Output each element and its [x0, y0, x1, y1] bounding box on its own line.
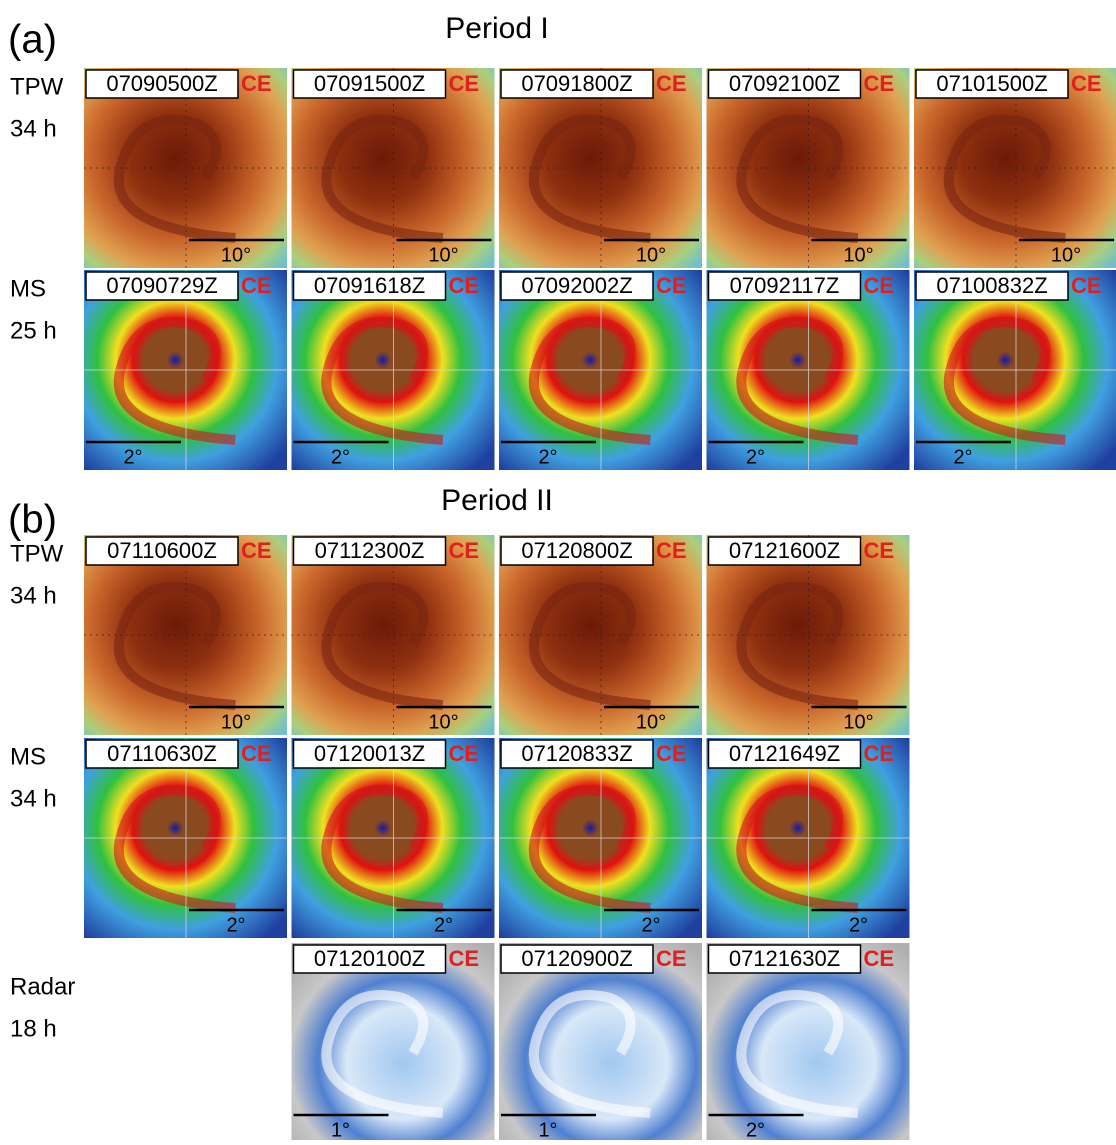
image-panel: 07120800Z CE 10° [499, 535, 702, 735]
section-label: (a) [8, 18, 57, 62]
scale-label: 10° [843, 711, 873, 733]
time-label: 07112300Z [315, 538, 425, 563]
tag-label: CE [241, 71, 272, 96]
time-label: 07091500Z [314, 71, 425, 96]
time-label: 07091800Z [521, 71, 632, 96]
time-label: 07120013Z [314, 741, 425, 766]
section-title: Period I [445, 12, 548, 45]
tag-label: CE [449, 741, 480, 766]
row-name: MS [10, 275, 46, 302]
row-duration: 18 h [10, 1015, 57, 1042]
section-label: (b) [8, 498, 57, 542]
image-panel: 07110600Z CE 10° [84, 535, 287, 735]
image-panel: 07092117Z CE 2° [707, 270, 910, 470]
tag-label: CE [1071, 273, 1102, 298]
tag-label: CE [241, 273, 272, 298]
row-name: TPW [10, 540, 64, 567]
time-label: 07092002Z [521, 273, 632, 298]
row-name: MS [10, 743, 46, 770]
time-label: 07121630Z [729, 946, 840, 971]
scale-label: 2° [123, 446, 142, 468]
scale-label: 10° [636, 711, 666, 733]
time-label: 07120900Z [521, 946, 632, 971]
tag-label: CE [241, 741, 272, 766]
image-panel: 07092100Z CE 10° [707, 68, 910, 268]
time-label: 07091618Z [314, 273, 425, 298]
time-label: 07110630Z [107, 741, 217, 766]
tag-label: CE [864, 71, 895, 96]
image-panel: 07112300Z CE 10° [292, 535, 495, 735]
scale-label: 10° [428, 244, 458, 266]
row-duration: 25 h [10, 317, 57, 344]
scale-label: 10° [221, 244, 251, 266]
row-duration: 34 h [10, 785, 57, 812]
tag-label: CE [449, 538, 480, 563]
time-label: 07121649Z [729, 741, 840, 766]
time-label: 07120800Z [521, 538, 632, 563]
scale-label: 2° [434, 914, 453, 936]
scale-label: 2° [746, 1119, 765, 1140]
image-panel: 07121630Z CE 2° [707, 943, 910, 1140]
section-title: Period II [441, 484, 553, 517]
image-panel: 07110630Z CE 2° [84, 738, 287, 938]
tag-label: CE [656, 71, 687, 96]
time-label: 07090500Z [106, 71, 217, 96]
time-label: 07090729Z [106, 273, 217, 298]
tag-label: CE [656, 946, 687, 971]
tag-label: CE [656, 741, 687, 766]
image-panel: 07091800Z CE 10° [499, 68, 702, 268]
scale-label: 10° [221, 711, 251, 733]
tag-label: CE [656, 273, 687, 298]
scale-label: 2° [746, 446, 765, 468]
image-panel: 07090729Z CE 2° [84, 270, 287, 470]
row-name: Radar [10, 973, 75, 1000]
time-label: 07101500Z [936, 71, 1047, 96]
time-label: 07092117Z [730, 273, 840, 298]
image-panel: 07100832Z CE 2° [914, 270, 1116, 470]
image-panel: 07121649Z CE 2° [707, 738, 910, 938]
row-name: TPW [10, 73, 64, 100]
row-duration: 34 h [10, 115, 57, 142]
row-duration: 34 h [10, 582, 57, 609]
time-label: 07120833Z [521, 741, 632, 766]
scale-label: 1° [538, 1119, 557, 1140]
tag-label: CE [1071, 71, 1102, 96]
scale-label: 10° [843, 244, 873, 266]
scale-label: 1° [331, 1119, 350, 1140]
image-panel: 07090500Z CE 10° [84, 68, 287, 268]
tag-label: CE [449, 71, 480, 96]
time-label: 07121600Z [729, 538, 840, 563]
image-panel: 07120833Z CE 2° [499, 738, 702, 938]
tag-label: CE [864, 946, 895, 971]
tag-label: CE [449, 946, 480, 971]
image-panel: 07120100Z CE 1° [292, 943, 495, 1140]
tag-label: CE [449, 273, 480, 298]
tag-label: CE [864, 273, 895, 298]
scale-label: 2° [538, 446, 557, 468]
image-panel: 07121600Z CE 10° [707, 535, 910, 735]
image-panel: 07091618Z CE 2° [292, 270, 495, 470]
image-panel: 07091500Z CE 10° [292, 68, 495, 268]
scale-label: 2° [641, 914, 660, 936]
tag-label: CE [864, 741, 895, 766]
image-panel: 07101500Z CE 10° [914, 68, 1116, 268]
time-label: 07110600Z [107, 538, 217, 563]
tag-label: CE [656, 538, 687, 563]
scale-label: 2° [849, 914, 868, 936]
figure: (a)Period ITPW34 h07090500ZCE10°07091500… [0, 0, 1116, 1140]
image-panel: 07092002Z CE 2° [499, 270, 702, 470]
tag-label: CE [241, 538, 272, 563]
image-panel: 07120900Z CE 1° [499, 943, 702, 1140]
scale-label: 2° [953, 446, 972, 468]
image-panel: 07120013Z CE 2° [292, 738, 495, 938]
time-label: 07100832Z [936, 273, 1047, 298]
scale-label: 10° [428, 711, 458, 733]
scale-label: 2° [226, 914, 245, 936]
tag-label: CE [864, 538, 895, 563]
time-label: 07120100Z [314, 946, 425, 971]
time-label: 07092100Z [729, 71, 840, 96]
scale-label: 10° [1051, 244, 1081, 266]
scale-label: 2° [331, 446, 350, 468]
scale-label: 10° [636, 244, 666, 266]
